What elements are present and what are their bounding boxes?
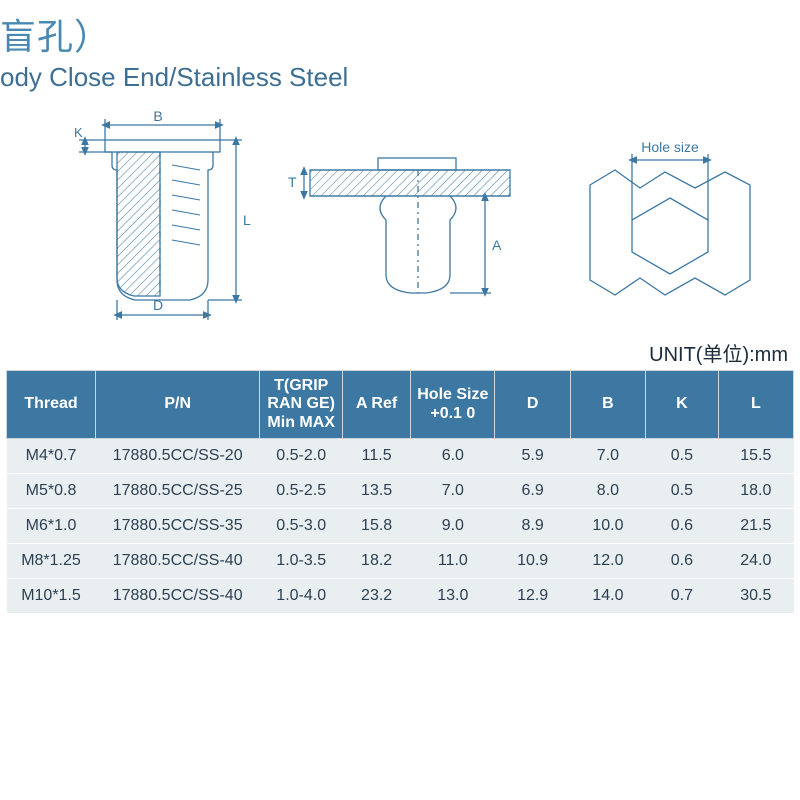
unit-label: UNIT(单位):mm (649, 338, 788, 367)
diagram-svg: B K L D (60, 110, 760, 320)
col-header-pn: P/N (95, 371, 259, 439)
table-row: M6*1.0 17880.5CC/SS-35 0.5-3.0 15.8 9.0 … (7, 509, 794, 544)
cell-l: 24.0 (718, 544, 793, 579)
cell-k: 0.7 (646, 579, 719, 614)
col-header-b: B (570, 371, 645, 439)
spec-table: Thread P/N T(GRIP RAN GE) Min MAX A Ref … (6, 370, 794, 614)
cell-d: 6.9 (495, 474, 570, 509)
cell-t: 0.5-2.0 (260, 439, 343, 474)
cell-pn: 17880.5CC/SS-35 (95, 509, 259, 544)
dim-label-K: K (74, 125, 83, 140)
cell-thread: M6*1.0 (7, 509, 96, 544)
title-eng-subtitle: ody Close End/Stainless Steel (0, 62, 348, 93)
cell-t: 0.5-3.0 (260, 509, 343, 544)
cell-hole: 7.0 (411, 474, 495, 509)
table-header-row: Thread P/N T(GRIP RAN GE) Min MAX A Ref … (7, 371, 794, 439)
cell-t: 0.5-2.5 (260, 474, 343, 509)
cell-thread: M5*0.8 (7, 474, 96, 509)
cell-hole: 9.0 (411, 509, 495, 544)
col-header-l: L (718, 371, 793, 439)
cell-k: 0.5 (646, 474, 719, 509)
technical-diagrams: B K L D (60, 110, 760, 320)
cell-l: 30.5 (718, 579, 793, 614)
cell-b: 10.0 (570, 509, 645, 544)
dim-label-hole: Hole size (641, 139, 699, 155)
cell-k: 0.5 (646, 439, 719, 474)
title-cn-fragment: 盲孔） (0, 8, 348, 60)
cell-a: 18.2 (343, 544, 411, 579)
cell-b: 12.0 (570, 544, 645, 579)
cell-thread: M4*0.7 (7, 439, 96, 474)
cell-k: 0.6 (646, 509, 719, 544)
cell-b: 8.0 (570, 474, 645, 509)
cell-a: 23.2 (343, 579, 411, 614)
cell-hole: 11.0 (411, 544, 495, 579)
table-row: M8*1.25 17880.5CC/SS-40 1.0-3.5 18.2 11.… (7, 544, 794, 579)
dim-label-D: D (153, 297, 163, 313)
cell-l: 18.0 (718, 474, 793, 509)
cell-k: 0.6 (646, 544, 719, 579)
cell-hole: 6.0 (411, 439, 495, 474)
col-header-hole: Hole Size +0.1 0 (411, 371, 495, 439)
page-root: 盲孔） ody Close End/Stainless Steel (0, 0, 800, 800)
cell-d: 8.9 (495, 509, 570, 544)
cell-b: 14.0 (570, 579, 645, 614)
col-header-d: D (495, 371, 570, 439)
cell-hole: 13.0 (411, 579, 495, 614)
dim-label-T: T (288, 174, 297, 190)
cell-a: 13.5 (343, 474, 411, 509)
cell-pn: 17880.5CC/SS-20 (95, 439, 259, 474)
dim-label-A: A (492, 237, 502, 253)
table-row: M5*0.8 17880.5CC/SS-25 0.5-2.5 13.5 7.0 … (7, 474, 794, 509)
col-header-a: A Ref (343, 371, 411, 439)
cell-d: 5.9 (495, 439, 570, 474)
cell-t: 1.0-3.5 (260, 544, 343, 579)
cell-l: 21.5 (718, 509, 793, 544)
cell-a: 15.8 (343, 509, 411, 544)
col-header-k: K (646, 371, 719, 439)
cell-thread: M10*1.5 (7, 579, 96, 614)
cell-d: 12.9 (495, 579, 570, 614)
col-header-thread: Thread (7, 371, 96, 439)
col-header-grip: T(GRIP RAN GE) Min MAX (260, 371, 343, 439)
cell-thread: M8*1.25 (7, 544, 96, 579)
dim-label-B: B (153, 110, 162, 124)
cell-a: 11.5 (343, 439, 411, 474)
cell-l: 15.5 (718, 439, 793, 474)
table-row: M10*1.5 17880.5CC/SS-40 1.0-4.0 23.2 13.… (7, 579, 794, 614)
cell-t: 1.0-4.0 (260, 579, 343, 614)
spec-table-wrap: Thread P/N T(GRIP RAN GE) Min MAX A Ref … (6, 370, 794, 614)
title-block: 盲孔） ody Close End/Stainless Steel (0, 8, 348, 93)
cell-d: 10.9 (495, 544, 570, 579)
cell-pn: 17880.5CC/SS-40 (95, 579, 259, 614)
dim-label-L: L (243, 212, 251, 228)
spec-table-body: M4*0.7 17880.5CC/SS-20 0.5-2.0 11.5 6.0 … (7, 439, 794, 614)
cell-pn: 17880.5CC/SS-40 (95, 544, 259, 579)
table-row: M4*0.7 17880.5CC/SS-20 0.5-2.0 11.5 6.0 … (7, 439, 794, 474)
cell-b: 7.0 (570, 439, 645, 474)
cell-pn: 17880.5CC/SS-25 (95, 474, 259, 509)
